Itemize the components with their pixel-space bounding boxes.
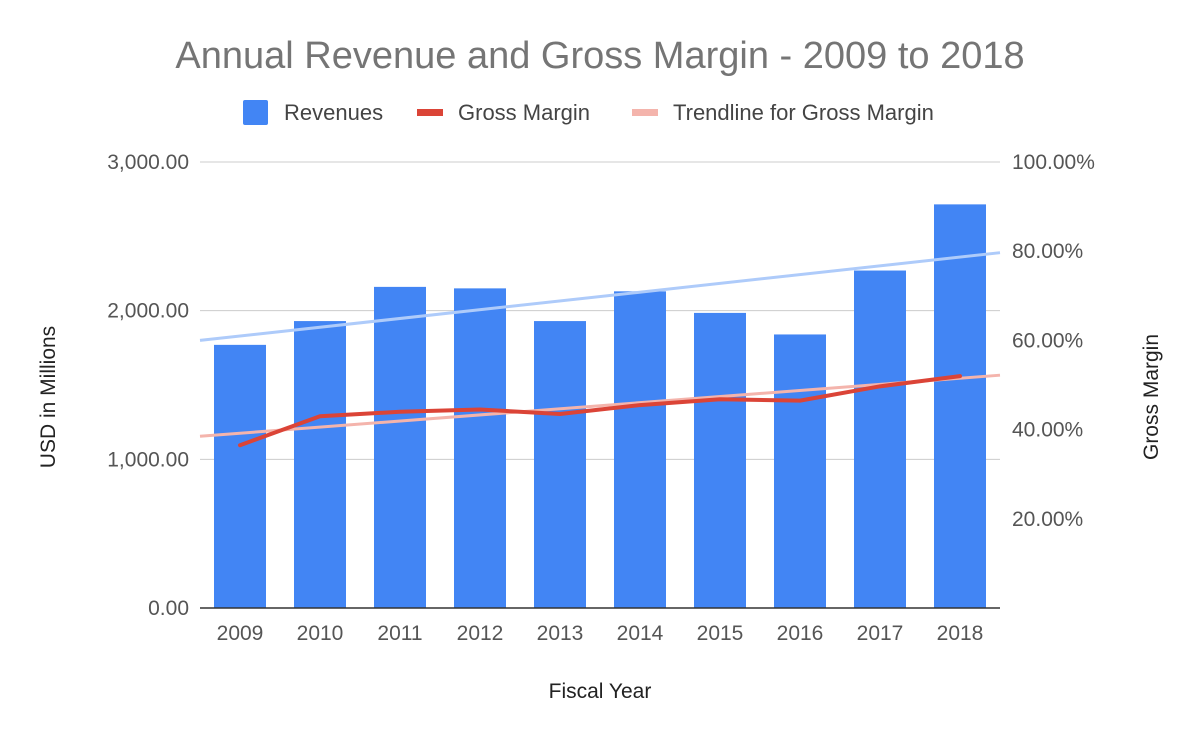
bar-revenue-2015[interactable]	[694, 312, 746, 608]
legend-swatch-gross-margin	[417, 109, 443, 116]
x-tick-label: 2009	[217, 622, 264, 645]
x-tick-label: 2010	[297, 622, 344, 645]
legend-item-trendline[interactable]: Trendline for Gross Margin	[632, 100, 934, 125]
gross-margin-line[interactable]	[238, 374, 962, 448]
trendline-revenues	[199, 251, 1001, 342]
bar-revenue-2012[interactable]	[454, 288, 506, 608]
bar-revenue-2016[interactable]	[774, 334, 826, 608]
bar-revenue-2014[interactable]	[614, 291, 666, 608]
y2-tick-label: 100.00%	[1012, 151, 1095, 174]
y2-tick-label: 80.00%	[1012, 240, 1083, 263]
bar-revenue-2009[interactable]	[214, 344, 266, 608]
bar-revenue-2010[interactable]	[294, 321, 346, 608]
revenue-bars	[214, 204, 986, 608]
y2-tick-label: 40.00%	[1012, 419, 1083, 442]
trendline-gross-margin	[199, 373, 1001, 438]
x-axis-title: Fiscal Year	[549, 680, 652, 703]
bar-revenue-2013[interactable]	[534, 321, 586, 608]
gross-margin-line-group	[238, 374, 962, 448]
x-tick-label: 2018	[937, 622, 984, 645]
y2-tick-label: 20.00%	[1012, 508, 1083, 531]
y2-axis-title: Gross Margin	[1140, 334, 1163, 460]
x-axis-ticks: 2009 2010 2011 2012 2013 2014 2015 2016 2017 2018	[217, 622, 984, 645]
y-tick-label: 2,000.00	[107, 300, 189, 323]
legend-item-revenues[interactable]: Revenues	[243, 100, 383, 125]
y2-axis-ticks: 20.00% 40.00% 60.00% 80.00% 100.00%	[1012, 151, 1095, 531]
y-axis-ticks: 0.00 1,000.00 2,000.00 3,000.00	[107, 151, 189, 620]
legend-label-trendline: Trendline for Gross Margin	[673, 100, 934, 125]
x-tick-label: 2012	[457, 622, 504, 645]
y-tick-label: 0.00	[148, 597, 189, 620]
bar-revenue-2018[interactable]	[934, 204, 986, 608]
y-tick-label: 1,000.00	[107, 448, 189, 471]
y2-tick-label: 60.00%	[1012, 329, 1083, 352]
bar-revenue-2017[interactable]	[854, 270, 906, 608]
x-tick-label: 2016	[777, 622, 824, 645]
chart-title: Annual Revenue and Gross Margin - 2009 t…	[175, 35, 1024, 77]
y-tick-label: 3,000.00	[107, 151, 189, 174]
legend-label-gross-margin: Gross Margin	[458, 100, 590, 125]
x-tick-label: 2014	[617, 622, 664, 645]
x-tick-label: 2015	[697, 622, 744, 645]
legend-item-gross-margin[interactable]: Gross Margin	[417, 100, 590, 125]
bar-revenue-2011[interactable]	[374, 286, 426, 608]
x-tick-label: 2011	[377, 622, 422, 645]
x-tick-label: 2013	[537, 622, 584, 645]
trendlines	[199, 251, 1001, 438]
x-tick-label: 2017	[857, 622, 904, 645]
legend-swatch-trendline	[632, 109, 658, 116]
legend-swatch-revenues	[243, 100, 268, 125]
y-axis-title: USD in Millions	[37, 326, 60, 468]
legend: Revenues Gross Margin Trendline for Gros…	[243, 100, 934, 125]
legend-label-revenues: Revenues	[284, 100, 383, 125]
